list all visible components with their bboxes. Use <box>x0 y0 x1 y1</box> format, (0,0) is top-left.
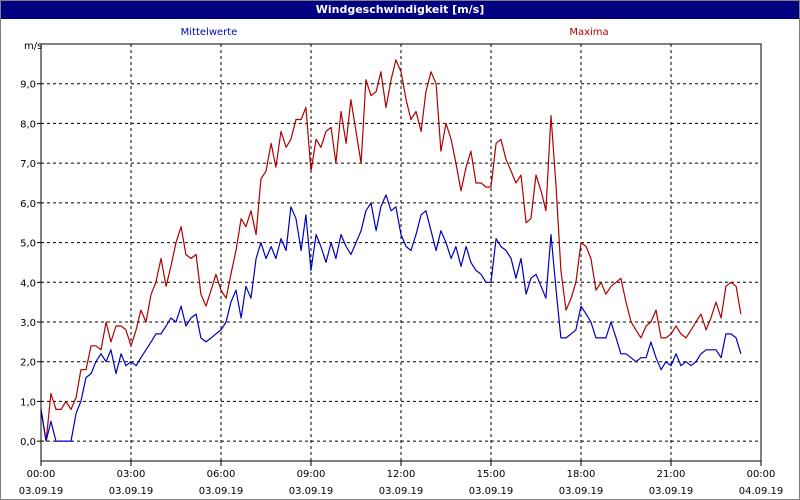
x-tick-date: 03.09.19 <box>289 486 334 497</box>
y-tick-label: 1,0 <box>20 397 36 408</box>
x-tick-time: 18:00 <box>567 469 596 480</box>
x-tick-date: 03.09.19 <box>559 486 604 497</box>
y-tick-label: 3,0 <box>20 318 36 329</box>
y-tick-label: 0,0 <box>20 437 36 448</box>
x-tick-date: 03.09.19 <box>469 486 514 497</box>
x-tick-time: 00:00 <box>747 469 776 480</box>
x-tick-date: 03.09.19 <box>19 486 64 497</box>
legend-maxima: Maxima <box>569 27 608 38</box>
y-tick-label: 5,0 <box>20 239 36 250</box>
y-tick-label: 7,0 <box>20 159 36 170</box>
series-group <box>40 59 742 442</box>
y-tick-label: 8,0 <box>20 119 36 130</box>
x-tick-date: 03.09.19 <box>199 486 244 497</box>
x-tick-time: 12:00 <box>387 469 416 480</box>
x-tick-time: 21:00 <box>657 469 686 480</box>
x-tick-time: 03:00 <box>117 469 146 480</box>
legend-mittelwerte: Mittelwerte <box>181 27 238 38</box>
grid-lines <box>41 44 761 461</box>
x-tick-time: 00:00 <box>27 469 56 480</box>
plot-area <box>40 43 762 462</box>
x-tick-time: 09:00 <box>297 469 326 480</box>
window-title: Windgeschwindigkeit [m/s] <box>1 1 799 19</box>
x-tick-date: 03.09.19 <box>649 486 694 497</box>
x-tick-date: 03.09.19 <box>109 486 154 497</box>
x-ticks: 00:00 03.09.19 03:00 03.09.19 06:00 03.09.19 0… <box>19 461 784 497</box>
x-tick-date: 03.09.19 <box>379 486 424 497</box>
y-tick-label: 2,0 <box>20 358 36 369</box>
series-line-maxima <box>40 59 742 442</box>
y-tick-label: 6,0 <box>20 199 36 210</box>
x-tick-time: 06:00 <box>207 469 236 480</box>
x-tick-time: 15:00 <box>477 469 506 480</box>
x-tick-date: 04.09.19 <box>739 486 784 497</box>
y-tick-label: 9,0 <box>20 80 36 91</box>
y-tick-label: 4,0 <box>20 278 36 289</box>
series-line-mittelwerte <box>40 194 742 442</box>
y-axis-label: m/s <box>24 41 42 52</box>
y-ticks: 0,0 1,0 2,0 3,0 4,0 5,0 6,0 7,0 8,0 9,0 <box>20 80 41 448</box>
